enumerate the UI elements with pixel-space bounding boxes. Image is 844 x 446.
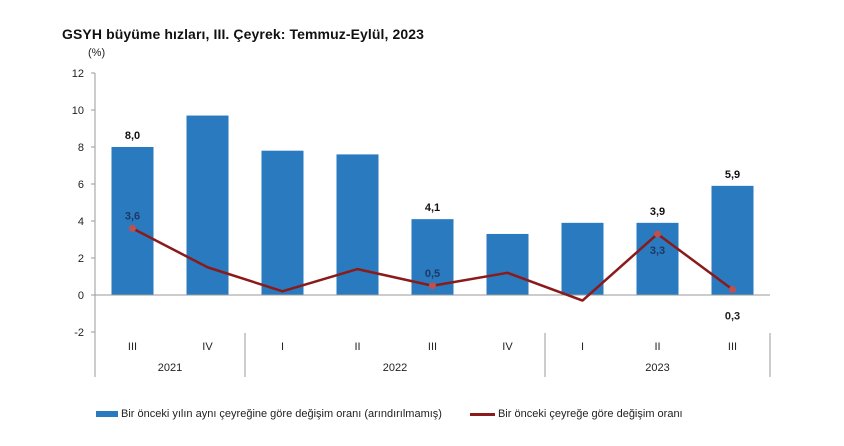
bar	[186, 115, 229, 295]
bar-value-label: 3,9	[650, 206, 665, 218]
bar-value-label: 4,1	[425, 202, 440, 214]
legend-item-line: Bir önceki çeyreğe göre değişim oranı	[469, 408, 683, 420]
chart-legend: Bir önceki yılın aynı çeyreğine göre değ…	[96, 408, 711, 420]
line-value-label: 0,3	[725, 310, 740, 322]
x-tick-label: II	[654, 341, 660, 353]
x-tick-label: II	[354, 341, 360, 353]
line-marker	[129, 224, 136, 232]
bar	[711, 185, 754, 295]
line-marker	[654, 230, 661, 238]
legend-bar-label: Bir önceki yılın aynı çeyreğine göre değ…	[121, 408, 442, 420]
y-tick-label: 12	[72, 68, 84, 80]
line-value-label: 3,6	[125, 210, 140, 222]
y-tick-label: 0	[78, 290, 84, 302]
line-marker	[429, 282, 436, 290]
year-group-label: 2023	[645, 362, 669, 374]
line-value-label: 0,5	[425, 268, 440, 280]
y-axis-unit: (%)	[88, 47, 106, 59]
x-tick-label: I	[281, 341, 284, 353]
bar-value-label: 5,9	[725, 169, 740, 181]
line-marker	[729, 285, 736, 293]
y-tick-label: 8	[78, 142, 84, 154]
y-tick-label: -2	[74, 327, 84, 339]
legend-line-swatch	[469, 412, 495, 416]
bar	[486, 233, 529, 295]
x-tick-label: III	[428, 341, 437, 353]
legend-bar-swatch	[96, 411, 118, 417]
y-tick-label: 2	[78, 253, 84, 265]
x-tick-label: IV	[202, 341, 213, 353]
bar-value-label: 8,0	[125, 130, 140, 142]
y-tick-label: 6	[78, 179, 84, 191]
x-tick-label: III	[728, 341, 737, 353]
x-tick-label: I	[581, 341, 584, 353]
bar	[261, 150, 304, 295]
x-tick-label: IV	[502, 341, 513, 353]
bar	[111, 147, 154, 295]
legend-line-label: Bir önceki çeyreğe göre değişim oranı	[497, 408, 683, 420]
y-tick-label: 10	[72, 105, 84, 117]
year-group-label: 2021	[158, 362, 182, 374]
x-tick-label: III	[128, 341, 137, 353]
y-tick-label: 4	[78, 216, 84, 228]
bar	[561, 222, 604, 295]
legend-item-bar: Bir önceki yılın aynı çeyreğine göre değ…	[96, 408, 442, 420]
chart-title: GSYH büyüme hızları, III. Çeyrek: Temmuz…	[62, 26, 425, 42]
year-group-label: 2022	[383, 362, 407, 374]
line-value-label: 3,3	[650, 245, 665, 257]
